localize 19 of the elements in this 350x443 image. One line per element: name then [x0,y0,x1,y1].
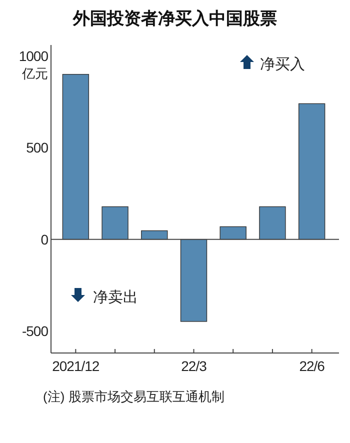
text: (注) 股票市场交易互联互通机制 [43,389,224,404]
y-tick-label: 1000 [18,48,49,64]
y-tick-label: -500 [22,323,49,339]
bar [180,238,208,322]
y-tick-label: 500 [26,140,49,156]
y-tick-label: 0 [40,231,49,248]
annotation: 净买入 [260,56,305,73]
annotation: 净卖出 [93,289,138,306]
x-tick-label: 2021/12 [52,358,100,374]
x-tick-label: 22/6 [299,358,326,374]
bar [259,206,286,240]
bar [298,103,326,240]
bar [220,226,246,240]
chart-title: 外国投资者净买入中国股票 [72,9,277,28]
bar [102,206,128,240]
y-axis-title: 亿元 [21,66,48,81]
bar [62,74,90,240]
bar [141,230,168,240]
x-tick-label: 22/3 [181,358,208,374]
